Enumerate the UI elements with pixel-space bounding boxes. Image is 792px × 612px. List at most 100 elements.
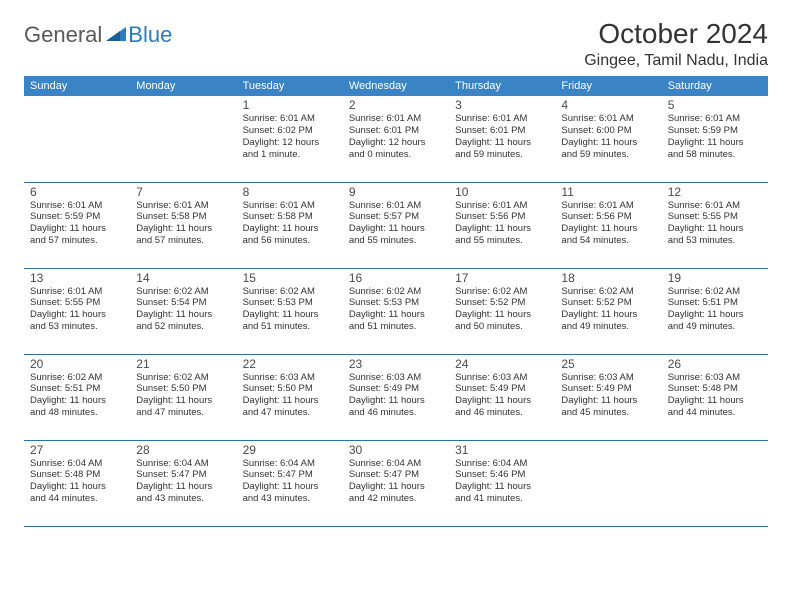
sunrise-line: Sunrise: 6:02 AM	[243, 286, 337, 298]
sunset-line: Sunset: 5:51 PM	[30, 383, 124, 395]
day-number: 22	[243, 357, 337, 371]
day-number: 27	[30, 443, 124, 457]
calendar-day-cell: 3Sunrise: 6:01 AMSunset: 6:01 PMDaylight…	[449, 96, 555, 182]
daylight-line: Daylight: 11 hours and 55 minutes.	[455, 223, 549, 247]
calendar-day-cell: 13Sunrise: 6:01 AMSunset: 5:55 PMDayligh…	[24, 268, 130, 354]
day-number: 9	[349, 185, 443, 199]
calendar-week-row: 27Sunrise: 6:04 AMSunset: 5:48 PMDayligh…	[24, 440, 768, 526]
calendar-week-row: 13Sunrise: 6:01 AMSunset: 5:55 PMDayligh…	[24, 268, 768, 354]
daylight-line: Daylight: 11 hours and 59 minutes.	[561, 137, 655, 161]
weekday-header: Sunday	[24, 76, 130, 96]
sunset-line: Sunset: 5:54 PM	[136, 297, 230, 309]
calendar-day-cell: 23Sunrise: 6:03 AMSunset: 5:49 PMDayligh…	[343, 354, 449, 440]
sunrise-line: Sunrise: 6:02 AM	[349, 286, 443, 298]
calendar-day-cell	[662, 440, 768, 526]
daylight-line: Daylight: 11 hours and 45 minutes.	[561, 395, 655, 419]
day-number: 4	[561, 98, 655, 112]
day-number: 13	[30, 271, 124, 285]
sunset-line: Sunset: 6:01 PM	[455, 125, 549, 137]
day-number: 16	[349, 271, 443, 285]
sunset-line: Sunset: 5:59 PM	[668, 125, 762, 137]
day-number: 24	[455, 357, 549, 371]
daylight-line: Daylight: 11 hours and 49 minutes.	[668, 309, 762, 333]
sunset-line: Sunset: 5:58 PM	[136, 211, 230, 223]
sunrise-line: Sunrise: 6:03 AM	[349, 372, 443, 384]
sunset-line: Sunset: 5:50 PM	[243, 383, 337, 395]
calendar-table: Sunday Monday Tuesday Wednesday Thursday…	[24, 76, 768, 527]
calendar-day-cell: 30Sunrise: 6:04 AMSunset: 5:47 PMDayligh…	[343, 440, 449, 526]
sunset-line: Sunset: 5:47 PM	[136, 469, 230, 481]
calendar-day-cell: 19Sunrise: 6:02 AMSunset: 5:51 PMDayligh…	[662, 268, 768, 354]
calendar-day-cell: 17Sunrise: 6:02 AMSunset: 5:52 PMDayligh…	[449, 268, 555, 354]
daylight-line: Daylight: 11 hours and 56 minutes.	[243, 223, 337, 247]
sunset-line: Sunset: 5:46 PM	[455, 469, 549, 481]
calendar-day-cell: 25Sunrise: 6:03 AMSunset: 5:49 PMDayligh…	[555, 354, 661, 440]
sunset-line: Sunset: 5:52 PM	[561, 297, 655, 309]
daylight-line: Daylight: 11 hours and 57 minutes.	[30, 223, 124, 247]
page-header: General Blue October 2024 Gingee, Tamil …	[24, 18, 768, 70]
sunset-line: Sunset: 5:47 PM	[243, 469, 337, 481]
calendar-day-cell: 21Sunrise: 6:02 AMSunset: 5:50 PMDayligh…	[130, 354, 236, 440]
logo-text-blue: Blue	[128, 22, 172, 48]
daylight-line: Daylight: 11 hours and 50 minutes.	[455, 309, 549, 333]
day-number: 30	[349, 443, 443, 457]
calendar-week-row: 6Sunrise: 6:01 AMSunset: 5:59 PMDaylight…	[24, 182, 768, 268]
sunrise-line: Sunrise: 6:01 AM	[243, 113, 337, 125]
sunrise-line: Sunrise: 6:01 AM	[243, 200, 337, 212]
sunrise-line: Sunrise: 6:03 AM	[668, 372, 762, 384]
sunset-line: Sunset: 6:02 PM	[243, 125, 337, 137]
weekday-header: Friday	[555, 76, 661, 96]
calendar-day-cell	[130, 96, 236, 182]
sunrise-line: Sunrise: 6:01 AM	[561, 113, 655, 125]
daylight-line: Daylight: 11 hours and 46 minutes.	[349, 395, 443, 419]
daylight-line: Daylight: 11 hours and 47 minutes.	[136, 395, 230, 419]
sunrise-line: Sunrise: 6:01 AM	[668, 200, 762, 212]
sunrise-line: Sunrise: 6:01 AM	[349, 113, 443, 125]
calendar-day-cell: 31Sunrise: 6:04 AMSunset: 5:46 PMDayligh…	[449, 440, 555, 526]
sunset-line: Sunset: 5:49 PM	[455, 383, 549, 395]
day-number: 23	[349, 357, 443, 371]
calendar-day-cell: 24Sunrise: 6:03 AMSunset: 5:49 PMDayligh…	[449, 354, 555, 440]
calendar-day-cell: 16Sunrise: 6:02 AMSunset: 5:53 PMDayligh…	[343, 268, 449, 354]
day-number: 8	[243, 185, 337, 199]
sunrise-line: Sunrise: 6:03 AM	[243, 372, 337, 384]
calendar-body: 1Sunrise: 6:01 AMSunset: 6:02 PMDaylight…	[24, 96, 768, 526]
sunset-line: Sunset: 5:48 PM	[30, 469, 124, 481]
daylight-line: Daylight: 11 hours and 59 minutes.	[455, 137, 549, 161]
sunrise-line: Sunrise: 6:03 AM	[561, 372, 655, 384]
month-title: October 2024	[584, 18, 768, 50]
sunrise-line: Sunrise: 6:01 AM	[455, 200, 549, 212]
calendar-day-cell: 26Sunrise: 6:03 AMSunset: 5:48 PMDayligh…	[662, 354, 768, 440]
sunrise-line: Sunrise: 6:01 AM	[668, 113, 762, 125]
sunrise-line: Sunrise: 6:01 AM	[136, 200, 230, 212]
weekday-header: Saturday	[662, 76, 768, 96]
sunrise-line: Sunrise: 6:01 AM	[30, 286, 124, 298]
day-number: 6	[30, 185, 124, 199]
calendar-day-cell: 18Sunrise: 6:02 AMSunset: 5:52 PMDayligh…	[555, 268, 661, 354]
daylight-line: Daylight: 11 hours and 53 minutes.	[30, 309, 124, 333]
sunset-line: Sunset: 5:57 PM	[349, 211, 443, 223]
sunset-line: Sunset: 6:00 PM	[561, 125, 655, 137]
calendar-day-cell: 15Sunrise: 6:02 AMSunset: 5:53 PMDayligh…	[237, 268, 343, 354]
day-number: 3	[455, 98, 549, 112]
sunrise-line: Sunrise: 6:04 AM	[30, 458, 124, 470]
calendar-page: General Blue October 2024 Gingee, Tamil …	[0, 0, 792, 545]
daylight-line: Daylight: 12 hours and 1 minute.	[243, 137, 337, 161]
daylight-line: Daylight: 11 hours and 58 minutes.	[668, 137, 762, 161]
sunrise-line: Sunrise: 6:04 AM	[243, 458, 337, 470]
daylight-line: Daylight: 11 hours and 55 minutes.	[349, 223, 443, 247]
sunset-line: Sunset: 5:49 PM	[349, 383, 443, 395]
daylight-line: Daylight: 11 hours and 43 minutes.	[136, 481, 230, 505]
calendar-week-row: 20Sunrise: 6:02 AMSunset: 5:51 PMDayligh…	[24, 354, 768, 440]
weekday-header: Wednesday	[343, 76, 449, 96]
sunrise-line: Sunrise: 6:01 AM	[561, 200, 655, 212]
logo-triangle-icon	[106, 25, 126, 46]
sunset-line: Sunset: 5:55 PM	[30, 297, 124, 309]
day-number: 21	[136, 357, 230, 371]
calendar-day-cell: 8Sunrise: 6:01 AMSunset: 5:58 PMDaylight…	[237, 182, 343, 268]
calendar-day-cell: 11Sunrise: 6:01 AMSunset: 5:56 PMDayligh…	[555, 182, 661, 268]
daylight-line: Daylight: 11 hours and 42 minutes.	[349, 481, 443, 505]
sunrise-line: Sunrise: 6:02 AM	[561, 286, 655, 298]
calendar-day-cell: 27Sunrise: 6:04 AMSunset: 5:48 PMDayligh…	[24, 440, 130, 526]
day-number: 1	[243, 98, 337, 112]
